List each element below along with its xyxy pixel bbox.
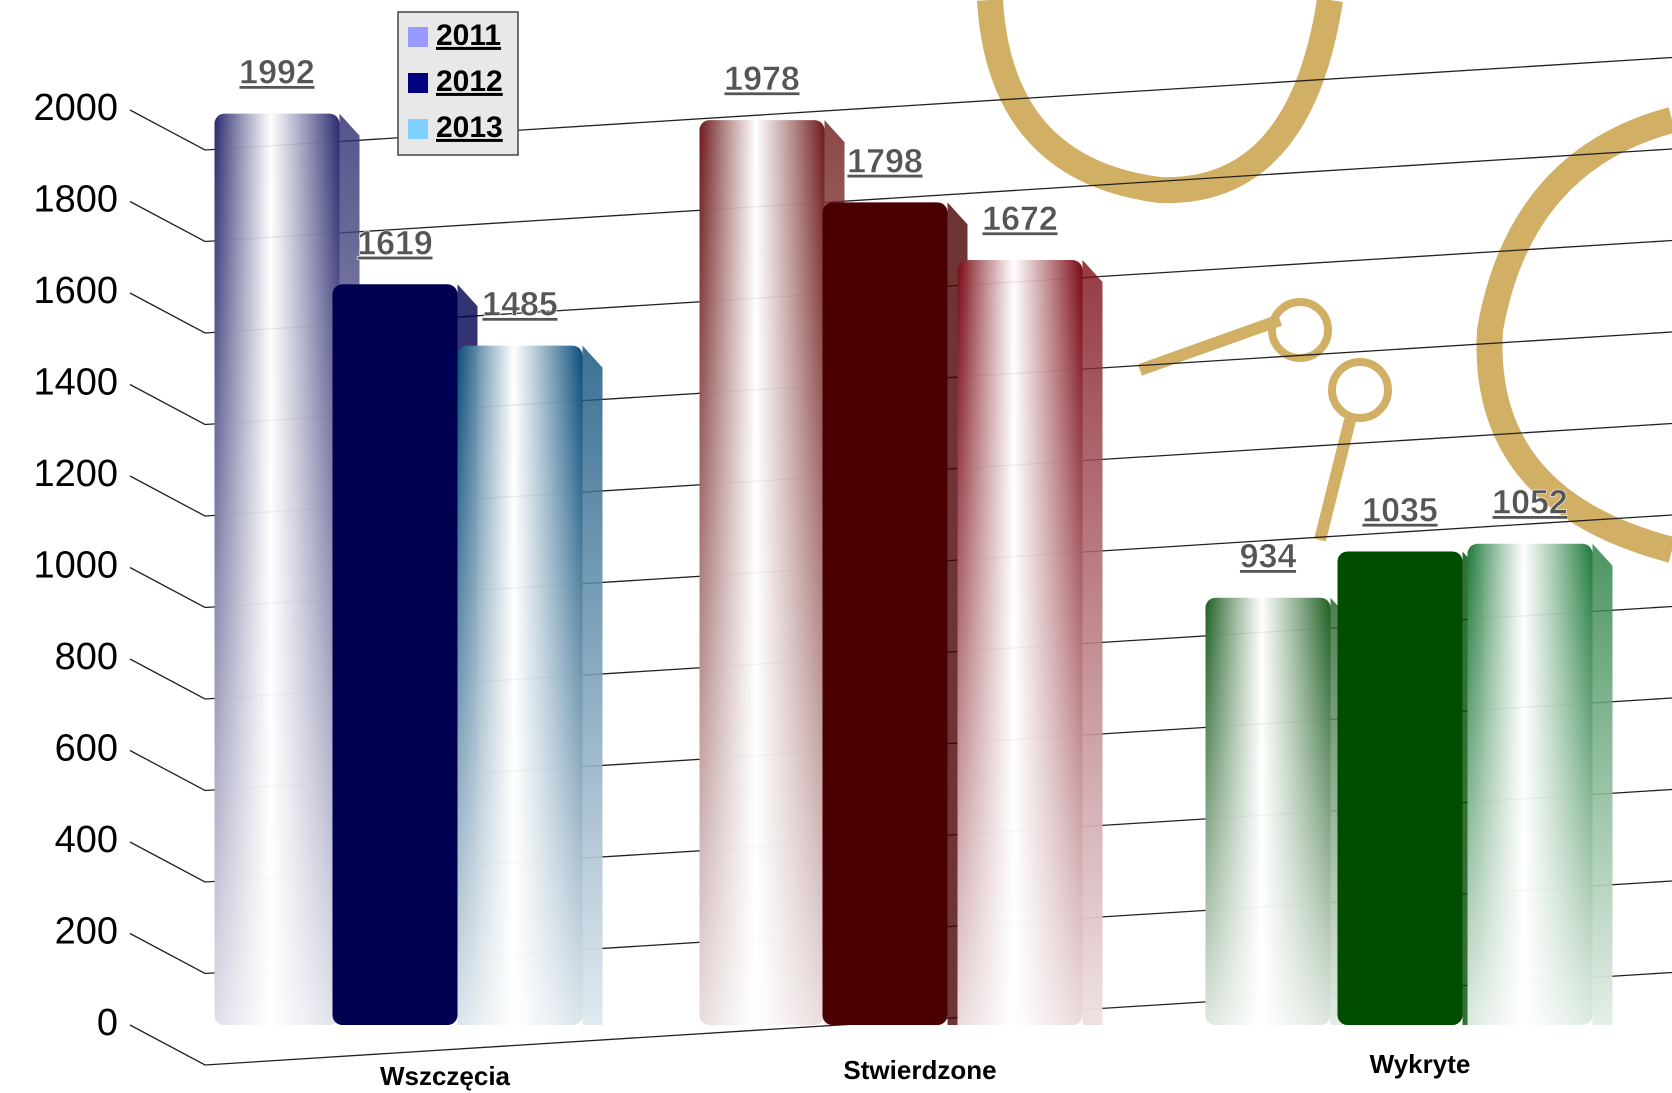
grid-line <box>129 239 1672 334</box>
handcuffs-decoration <box>977 0 1672 563</box>
value-label: 1052 <box>1492 484 1568 522</box>
value-label: 1798 <box>847 142 923 180</box>
y-tick-label: 1800 <box>33 179 118 221</box>
bar-fade <box>1467 543 1613 1025</box>
y-tick-label: 600 <box>55 728 118 770</box>
value-label: 1978 <box>724 60 800 98</box>
bar-fade <box>699 120 845 1025</box>
grid-line <box>129 697 1672 792</box>
y-tick-label: 800 <box>55 636 118 678</box>
y-tick-label: 0 <box>97 1002 118 1044</box>
y-tick-label: 400 <box>55 819 118 861</box>
grid-line <box>129 56 1672 151</box>
grid-line <box>129 605 1672 700</box>
y-tick-label: 1400 <box>33 362 118 404</box>
bar-fade <box>957 260 1103 1025</box>
y-tick-label: 1200 <box>33 453 118 495</box>
value-label: 1672 <box>982 200 1058 238</box>
legend: 2011 2012 2013 <box>397 11 519 156</box>
x-tick-label: Stwierdzone <box>843 1055 996 1085</box>
value-label: 934 <box>1240 538 1297 576</box>
value-label: 1035 <box>1362 491 1438 529</box>
legend-label: 2013 <box>436 111 503 144</box>
x-tick-label: Wszczęcia <box>380 1061 511 1091</box>
legend-swatch <box>408 73 428 93</box>
bar <box>1337 551 1463 1025</box>
grid-line <box>129 331 1672 426</box>
grid-line <box>129 514 1672 609</box>
y-tick-label: 1600 <box>33 270 118 312</box>
legend-swatch <box>408 119 428 139</box>
legend-label: 2011 <box>436 19 501 52</box>
grid-line <box>129 788 1672 883</box>
grid-line <box>129 422 1672 517</box>
y-tick-label: 1000 <box>33 545 118 587</box>
y-tick-label: 200 <box>55 911 118 953</box>
value-label: 1485 <box>482 286 558 324</box>
grid-line <box>129 148 1672 243</box>
legend-label: 2012 <box>436 65 503 98</box>
legend-swatch <box>408 27 428 47</box>
value-label: 1992 <box>239 54 315 92</box>
grid: 0 200 400 600 800 1000 1200 1400 1600 1800 2000 <box>33 56 1672 1066</box>
bar-fade <box>457 345 603 1025</box>
x-tick-label: Wykryte <box>1370 1049 1471 1079</box>
y-tick-label: 2000 <box>33 87 118 129</box>
bar-fade <box>1205 597 1351 1025</box>
value-label: 1619 <box>357 224 433 262</box>
bar <box>822 202 948 1026</box>
bars <box>214 113 1613 1026</box>
bar <box>332 284 458 1025</box>
grid-line <box>129 880 1672 975</box>
labels: 1992 1978 934 1619 1798 1035 1485 1672 1052 Wszcz… <box>239 53 1568 1091</box>
grid-line <box>129 971 1672 1066</box>
